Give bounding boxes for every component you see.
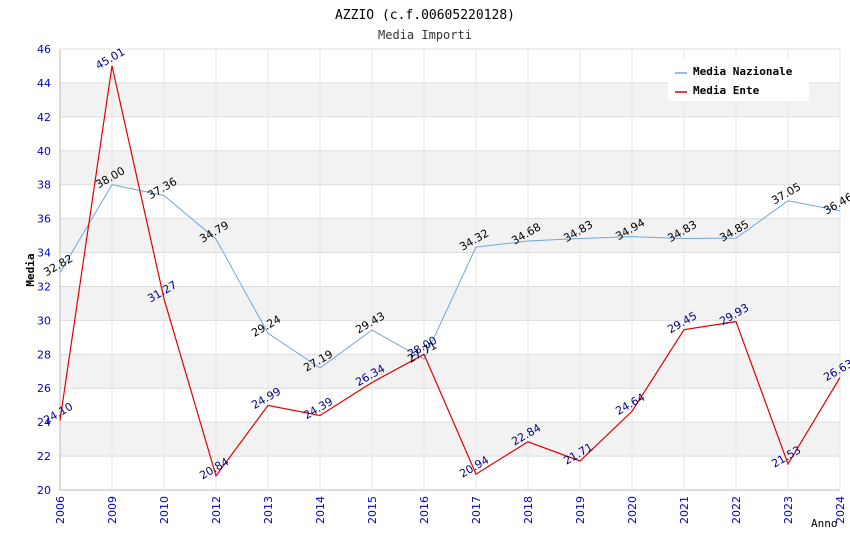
y-tick-labels: 20 22 24 26 28 30 32 34 36 38 40 42 44 46: [37, 43, 51, 497]
y-tick-label: 40: [37, 145, 51, 158]
grid-band: [60, 422, 840, 457]
y-tick-label: 30: [37, 314, 51, 327]
x-tick-label: 2017: [470, 496, 483, 524]
grid-band: [60, 354, 840, 389]
y-tick-label: 34: [37, 247, 51, 260]
x-tick-label: 2014: [314, 496, 327, 524]
y-tick-label: 36: [37, 213, 51, 226]
x-tick-label: 2018: [522, 496, 535, 524]
x-tick-label: 2022: [730, 496, 743, 524]
y-tick-label: 26: [37, 382, 51, 395]
series-line-media-nazionale: [59, 184, 841, 369]
y-tick-label: 28: [37, 348, 51, 361]
y-axis-label: Media: [24, 253, 37, 286]
data-label: 20.84: [197, 455, 231, 482]
grid-bands: [60, 82, 840, 457]
data-label: 36.46: [821, 190, 850, 217]
series-lines: [59, 65, 841, 478]
y-tick-label: 44: [37, 77, 51, 90]
x-tick-label: 2013: [262, 496, 275, 524]
x-tick-label: 2019: [574, 496, 587, 524]
data-label: 20.94: [457, 454, 491, 481]
y-tick-label: 22: [37, 450, 51, 463]
chart-subtitle: Media Importi: [378, 28, 472, 42]
chart-title: AZZIO (c.f.00605220128): [335, 8, 515, 23]
x-tick-label: 2012: [210, 496, 223, 524]
legend-box: [668, 59, 809, 101]
y-tick-label: 38: [37, 179, 51, 192]
x-tick-label: 2006: [54, 496, 67, 524]
x-tick-label: 2016: [418, 496, 431, 524]
y-tick-label: 24: [37, 416, 51, 429]
series-line-media-ente: [59, 65, 841, 478]
x-tick-label: 2023: [782, 496, 795, 524]
data-label: 24.39: [301, 395, 335, 422]
x-tick-label: 2009: [106, 496, 119, 524]
grid-band: [60, 150, 840, 185]
x-tick-label: 2020: [626, 496, 639, 524]
grid-lines: [59, 48, 841, 491]
y-tick-label: 46: [37, 43, 51, 56]
x-axis-label: Anno: [811, 517, 838, 530]
legend: Media Nazionale Media Ente: [668, 59, 809, 101]
y-tick-label: 20: [37, 484, 51, 497]
x-tick-label: 2015: [366, 496, 379, 524]
legend-label-media-ente: Media Ente: [693, 84, 760, 97]
grid-band: [60, 218, 840, 253]
x-tick-label: 2024: [834, 496, 847, 524]
y-tick-label: 42: [37, 111, 51, 124]
legend-label-media-nazionale: Media Nazionale: [693, 65, 793, 78]
x-tick-label: 2021: [678, 496, 691, 524]
y-tick-label: 32: [37, 280, 51, 293]
x-tick-labels: 2006 2009 2010 2012 2013 2014 2015 2016 2017 2018…: [54, 496, 847, 524]
x-tick-label: 2010: [158, 496, 171, 524]
